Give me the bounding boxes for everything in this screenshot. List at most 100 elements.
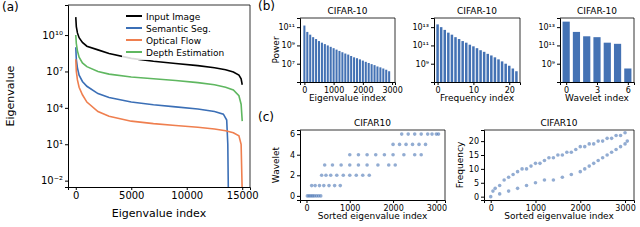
x-axis-title: Frequency index	[440, 93, 515, 103]
bar	[353, 57, 355, 82]
scatter-point	[404, 143, 408, 147]
bar	[368, 63, 370, 82]
bar	[454, 37, 457, 82]
figure: 05000100001500010⁻²10¹10⁴10⁷10¹⁰Eigenval…	[0, 0, 640, 227]
y-tick: 10¹¹	[278, 23, 300, 32]
bar	[324, 44, 326, 82]
x-tick: 15000	[227, 187, 259, 201]
scatter-point	[547, 156, 551, 160]
frame	[395, 18, 396, 82]
x-axis-line	[69, 188, 251, 191]
bar	[385, 70, 387, 82]
scatter-point	[437, 132, 441, 136]
y-tick-label: 10¹¹	[538, 41, 555, 50]
scatter-point	[367, 173, 371, 177]
y-tick: 10	[469, 165, 484, 174]
bar	[508, 66, 511, 82]
scatter-point	[561, 153, 565, 157]
frame	[250, 5, 251, 187]
x-tick-mark	[304, 82, 305, 85]
x-tick-label: 10000	[171, 190, 203, 201]
y-tick: 10⁷	[282, 60, 300, 69]
plot-area	[303, 26, 390, 82]
y-tick-mark	[297, 196, 300, 197]
y-tick: 10¹³	[412, 23, 434, 32]
scatter-point	[387, 163, 391, 167]
bar	[338, 51, 340, 82]
x-tick-mark	[363, 82, 364, 85]
scatter-point	[419, 153, 423, 157]
x-axis-line	[435, 83, 521, 86]
scatter-point	[601, 139, 605, 143]
x-tick-label: 0	[302, 86, 307, 95]
y-tick-label: 10¹¹	[278, 23, 295, 32]
bar	[583, 36, 590, 82]
x-tick: 0	[73, 187, 79, 201]
x-tick-label: 3000	[427, 204, 447, 213]
panel-label: (b)	[258, 0, 275, 13]
panel-chart: 010002000300005101520CIFAR10Sorted eigen…	[455, 118, 636, 221]
legend-swatch	[126, 51, 142, 53]
scatter-point	[498, 184, 502, 188]
plot-area	[489, 131, 629, 198]
x-axis-title: Sorted eigenvalue index	[504, 211, 614, 221]
bar	[318, 41, 320, 82]
y-tick: 10⁹	[282, 41, 300, 50]
y-tick-mark	[65, 71, 68, 72]
y-tick-mark	[297, 175, 300, 176]
frame	[434, 18, 520, 19]
bar	[472, 46, 475, 82]
scatter-point	[578, 145, 582, 149]
scatter-point	[424, 143, 428, 147]
frame	[634, 130, 635, 200]
bar	[350, 56, 352, 82]
bar	[469, 45, 472, 82]
scatter-point	[430, 132, 434, 136]
scatter-point	[493, 187, 497, 191]
scatter-point	[614, 148, 618, 152]
bar	[365, 62, 367, 82]
y-tick: 0	[290, 192, 300, 201]
frame	[68, 5, 250, 6]
bar	[341, 52, 343, 82]
x-tick-label: 0	[73, 190, 79, 201]
bar	[501, 61, 504, 82]
y-axis-title: Eigenvalue	[4, 65, 17, 126]
scatter-point	[578, 170, 582, 174]
y-tick-label: 10⁷	[282, 60, 295, 69]
frame	[484, 130, 634, 131]
scatter-point	[610, 150, 614, 154]
y-tick-mark	[481, 141, 484, 142]
y-tick-label: 0	[474, 193, 479, 202]
legend-swatch	[126, 27, 142, 29]
y-tick-label: 10⁹	[542, 60, 555, 69]
scatter-point	[625, 139, 629, 143]
y-tick-mark	[297, 134, 300, 135]
scatter-point	[552, 178, 556, 182]
y-tick-mark	[431, 45, 434, 46]
bar	[327, 45, 329, 82]
scatter-point	[583, 145, 587, 149]
y-tick: 10¹¹	[538, 41, 560, 50]
bar	[624, 68, 631, 82]
bar	[344, 54, 346, 82]
y-tick-mark	[65, 35, 68, 36]
frame	[634, 18, 635, 82]
y-tick-mark	[297, 64, 300, 65]
y-tick-mark	[297, 27, 300, 28]
bar	[362, 61, 364, 82]
x-axis-title: Wavelet index	[565, 93, 629, 103]
x-tick: 3000	[615, 200, 635, 213]
y-axis-line	[297, 131, 301, 201]
scatter-point	[391, 153, 395, 157]
scatter-point	[357, 153, 361, 157]
y-tick-mark	[431, 27, 434, 28]
scatter-point	[335, 173, 339, 177]
x-tick-label: 3000	[615, 204, 635, 213]
x-tick-mark	[597, 82, 598, 85]
bar	[359, 59, 361, 82]
y-axis-line	[297, 19, 301, 83]
scatter-point	[511, 173, 515, 177]
scatter-point	[525, 167, 529, 171]
chart-title: CIFAR-10	[577, 6, 617, 16]
